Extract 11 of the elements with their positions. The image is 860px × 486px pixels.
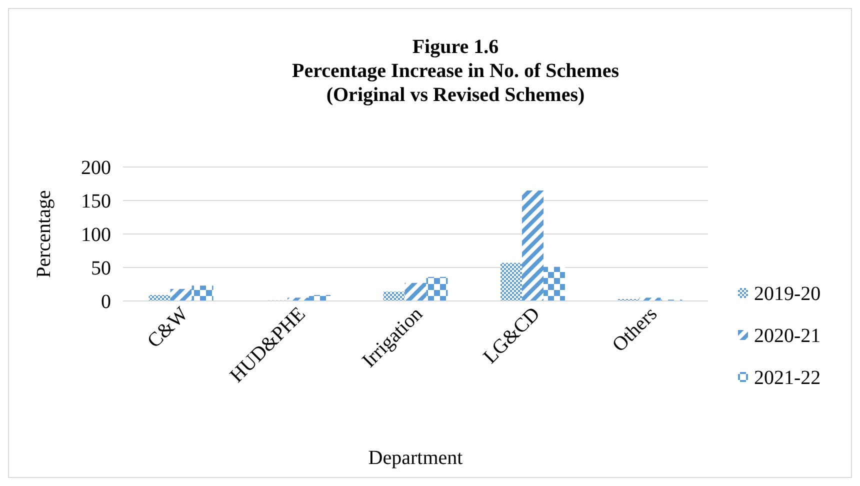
y-tick-label: 200: [81, 157, 111, 179]
y-axis-title: Percentage: [33, 190, 55, 278]
y-tick-label: 100: [81, 224, 111, 246]
y-tick-label: 50: [91, 258, 111, 280]
legend-label: 2020-21: [754, 325, 821, 347]
legend-label: 2019-20: [754, 283, 821, 305]
y-tick-label: 150: [81, 190, 111, 212]
legend-label: 2021-22: [754, 367, 821, 389]
x-axis-title: Department: [368, 447, 464, 469]
chart-title: Figure 1.6 Percentage Increase in No. of Schemes (Original vs Revised Schemes): [292, 36, 620, 106]
y-tick-label: 0: [101, 291, 111, 313]
